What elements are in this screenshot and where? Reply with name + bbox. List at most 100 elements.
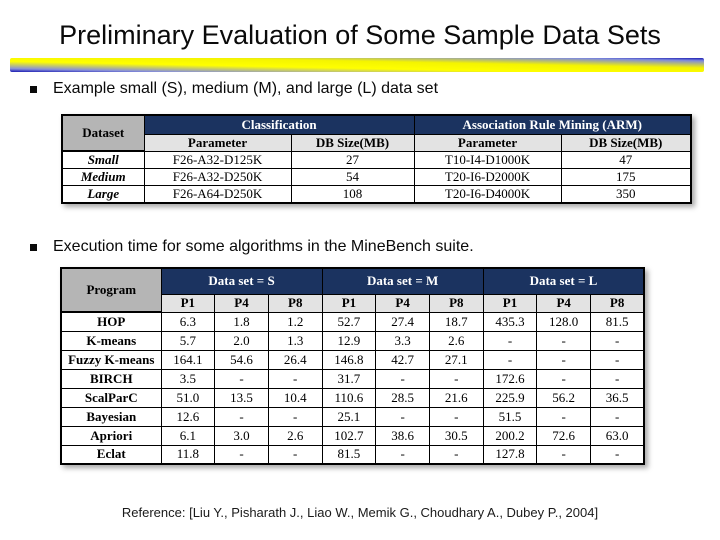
cell: -: [536, 444, 592, 465]
cell: 127.8: [482, 444, 538, 465]
table-row: Medium F26-A32-D250K 54 T20-I6-D2000K 17…: [61, 168, 692, 186]
dataset-table-group-classification: Classification: [143, 114, 415, 135]
cell: 63.0: [590, 425, 645, 446]
exec-table-subheader: P8: [267, 293, 323, 313]
cell: -: [214, 368, 269, 389]
cell: 200.2: [482, 425, 538, 446]
cell: 146.8: [321, 349, 377, 370]
cell: T20-I6-D2000K: [413, 168, 562, 186]
exec-table-group-l: Data set = L: [482, 267, 645, 295]
table-row: Small F26-A32-D125K 27 T10-I4-D1000K 47: [61, 150, 692, 169]
exec-table-subheader: P1: [482, 293, 538, 313]
cell: 175: [560, 168, 692, 186]
row-label: BIRCH: [60, 368, 162, 389]
cell: 10.4: [267, 387, 323, 408]
table-row: BIRCH 3.5 - - 31.7 - - 172.6 - -: [60, 368, 645, 389]
row-label: Large: [61, 185, 145, 204]
dataset-table: Dataset Classification Association Rule …: [61, 114, 692, 204]
cell: 13.5: [214, 387, 269, 408]
cell: 2.6: [428, 330, 484, 351]
cell: 21.6: [428, 387, 484, 408]
bullet-text: Example small (S), medium (M), and large…: [53, 80, 439, 97]
exec-table-subheader: P4: [375, 293, 430, 313]
table-row: Apriori 6.1 3.0 2.6 102.7 38.6 30.5 200.…: [60, 425, 645, 446]
cell: -: [267, 368, 323, 389]
page-title: Preliminary Evaluation of Some Sample Da…: [59, 20, 661, 50]
cell: 72.6: [536, 425, 592, 446]
cell: 11.8: [160, 444, 216, 465]
dataset-table-subheader: Parameter: [413, 133, 562, 152]
row-label: ScalParC: [60, 387, 162, 408]
table-row: HOP 6.3 1.8 1.2 52.7 27.4 18.7 435.3 128…: [60, 311, 645, 332]
cell: -: [536, 330, 592, 351]
cell: -: [590, 330, 645, 351]
bullet-icon: [30, 86, 37, 93]
table-row: K-means 5.7 2.0 1.3 12.9 3.3 2.6 - - -: [60, 330, 645, 351]
cell: -: [590, 406, 645, 427]
cell: 42.7: [375, 349, 430, 370]
cell: 28.5: [375, 387, 430, 408]
row-label: Apriori: [60, 425, 162, 446]
cell: F26-A64-D250K: [143, 185, 292, 204]
cell: -: [375, 368, 430, 389]
cell: 47: [560, 150, 692, 169]
cell: 27.4: [375, 311, 430, 332]
row-label: Medium: [61, 168, 145, 186]
bullet-text: Execution time for some algorithms in th…: [53, 238, 474, 255]
row-label: HOP: [60, 311, 162, 332]
dataset-table-group-arm: Association Rule Mining (ARM): [413, 114, 692, 135]
exec-table-subheader: P4: [536, 293, 592, 313]
cell: 5.7: [160, 330, 216, 351]
exec-table-subheader: P8: [590, 293, 645, 313]
cell: 56.2: [536, 387, 592, 408]
cell: 2.0: [214, 330, 269, 351]
table-row: Bayesian 12.6 - - 25.1 - - 51.5 - -: [60, 406, 645, 427]
dataset-table-subheader: DB Size(MB): [290, 133, 415, 152]
cell: 25.1: [321, 406, 377, 427]
cell: -: [482, 330, 538, 351]
exec-table-subheader: P8: [428, 293, 484, 313]
cell: 110.6: [321, 387, 377, 408]
cell: -: [375, 444, 430, 465]
row-label: Bayesian: [60, 406, 162, 427]
bullet-item-datasets: Example small (S), medium (M), and large…: [30, 80, 438, 98]
cell: 12.9: [321, 330, 377, 351]
exec-table-group-s: Data set = S: [160, 267, 323, 295]
dataset-table-corner-header: Dataset: [61, 114, 145, 152]
cell: 172.6: [482, 368, 538, 389]
dataset-table-subheader: DB Size(MB): [560, 133, 692, 152]
title-divider-ribbon: [10, 58, 704, 72]
cell: 3.5: [160, 368, 216, 389]
cell: 128.0: [536, 311, 592, 332]
cell: 31.7: [321, 368, 377, 389]
cell: 38.6: [375, 425, 430, 446]
cell: 2.6: [267, 425, 323, 446]
execution-time-table: Program Data set = S Data set = M Data s…: [60, 267, 646, 465]
row-label: Eclat: [60, 444, 162, 465]
cell: 51.0: [160, 387, 216, 408]
row-label: K-means: [60, 330, 162, 351]
cell: 51.5: [482, 406, 538, 427]
cell: -: [536, 406, 592, 427]
dataset-table-subheader: Parameter: [143, 133, 292, 152]
table-row: Large F26-A64-D250K 108 T20-I6-D4000K 35…: [61, 185, 692, 204]
cell: -: [536, 349, 592, 370]
cell: -: [214, 444, 269, 465]
exec-table-subheader: P1: [321, 293, 377, 313]
cell: 435.3: [482, 311, 538, 332]
cell: -: [536, 368, 592, 389]
cell: 18.7: [428, 311, 484, 332]
cell: -: [267, 406, 323, 427]
cell: -: [267, 444, 323, 465]
table-row: Fuzzy K-means 164.1 54.6 26.4 146.8 42.7…: [60, 349, 645, 370]
cell: 350: [560, 185, 692, 204]
cell: 1.2: [267, 311, 323, 332]
table-row: ScalParC 51.0 13.5 10.4 110.6 28.5 21.6 …: [60, 387, 645, 408]
exec-table-subheader: P1: [160, 293, 216, 313]
cell: 54: [290, 168, 415, 186]
cell: 52.7: [321, 311, 377, 332]
exec-table-corner-header: Program: [60, 267, 162, 313]
cell: T20-I6-D4000K: [413, 185, 562, 204]
cell: -: [428, 406, 484, 427]
